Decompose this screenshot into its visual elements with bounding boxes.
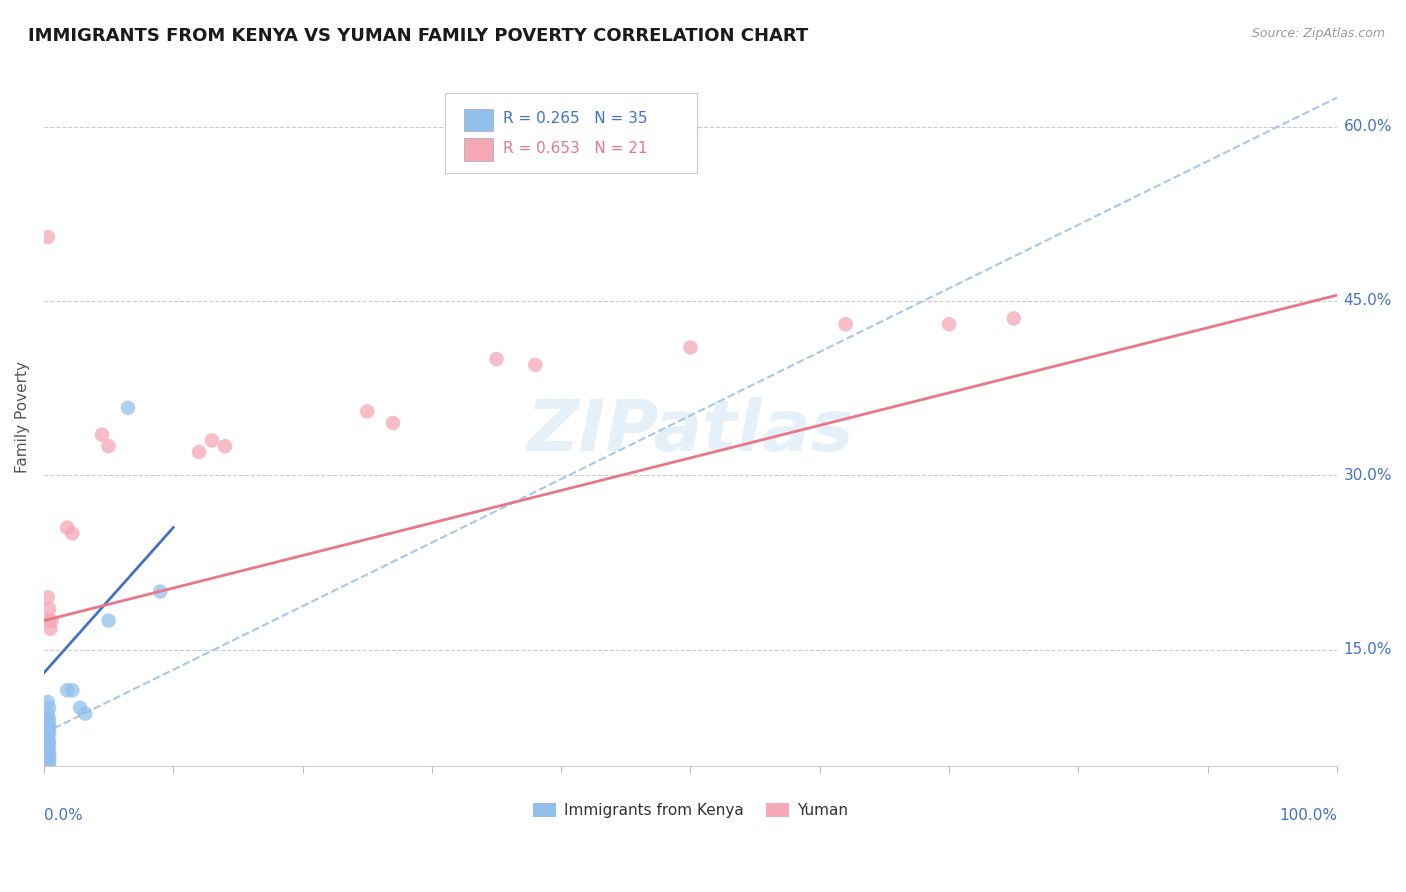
Point: [38, 700, 60, 714]
Text: 60.0%: 60.0%: [1344, 120, 1392, 134]
Point: [37, 724, 59, 739]
Point: [41, 614, 63, 628]
Text: R = 0.653   N = 21: R = 0.653 N = 21: [503, 141, 647, 156]
Point: [97, 439, 120, 453]
Text: 45.0%: 45.0%: [1344, 293, 1392, 309]
Point: [149, 584, 172, 599]
Point: [38, 753, 60, 767]
Point: [485, 352, 508, 367]
Point: [91, 427, 114, 442]
Text: ZIPatlas: ZIPatlas: [527, 397, 855, 466]
Point: [60, 683, 83, 698]
Point: [834, 317, 856, 331]
Point: [38, 726, 60, 740]
Point: [60, 526, 83, 541]
Point: [38, 722, 60, 736]
Point: [188, 445, 211, 459]
Point: [679, 341, 702, 355]
Point: [97, 614, 120, 628]
Point: [37, 736, 59, 750]
Point: [938, 317, 960, 331]
Text: 100.0%: 100.0%: [1279, 808, 1337, 822]
FancyBboxPatch shape: [464, 138, 492, 161]
Text: 30.0%: 30.0%: [1344, 467, 1392, 483]
Point: [37, 230, 59, 244]
Point: [69, 700, 91, 714]
Point: [38, 718, 60, 732]
Point: [37, 753, 59, 767]
Point: [37, 591, 59, 605]
Point: [37, 741, 59, 756]
Point: [214, 439, 236, 453]
Point: [38, 749, 60, 764]
Point: [75, 706, 97, 721]
Point: [117, 401, 139, 415]
Point: [37, 695, 59, 709]
Text: R = 0.265   N = 35: R = 0.265 N = 35: [503, 112, 647, 127]
Point: [38, 747, 60, 762]
Text: IMMIGRANTS FROM KENYA VS YUMAN FAMILY POVERTY CORRELATION CHART: IMMIGRANTS FROM KENYA VS YUMAN FAMILY PO…: [28, 27, 808, 45]
Point: [201, 434, 224, 448]
Point: [38, 756, 60, 771]
Point: [56, 520, 79, 534]
Point: [39, 622, 62, 636]
Legend: Immigrants from Kenya, Yuman: Immigrants from Kenya, Yuman: [527, 797, 853, 824]
Point: [38, 614, 60, 628]
Point: [38, 733, 60, 747]
FancyBboxPatch shape: [464, 109, 492, 131]
Point: [38, 712, 60, 726]
Point: [37, 747, 59, 762]
Point: [37, 759, 59, 773]
Point: [37, 752, 59, 766]
Point: [38, 738, 60, 752]
Point: [37, 718, 59, 732]
Text: 0.0%: 0.0%: [44, 808, 83, 822]
Point: [38, 602, 60, 616]
Point: [37, 729, 59, 743]
Point: [37, 749, 59, 764]
Point: [37, 706, 59, 721]
Point: [37, 730, 59, 744]
Point: [382, 416, 405, 430]
Point: [524, 358, 547, 372]
Point: [56, 683, 79, 698]
Text: 15.0%: 15.0%: [1344, 642, 1392, 657]
Point: [356, 404, 378, 418]
Point: [37, 726, 59, 740]
Point: [38, 761, 60, 775]
Point: [37, 714, 59, 729]
Point: [1002, 311, 1025, 326]
Y-axis label: Family Poverty: Family Poverty: [15, 361, 30, 473]
FancyBboxPatch shape: [444, 93, 697, 173]
Point: [38, 744, 60, 758]
Text: Source: ZipAtlas.com: Source: ZipAtlas.com: [1251, 27, 1385, 40]
